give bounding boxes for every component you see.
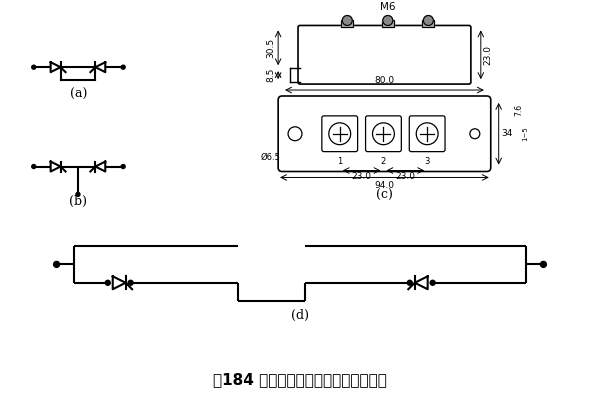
Bar (341, 20, 353, 28)
Circle shape (32, 65, 36, 69)
Circle shape (128, 280, 133, 285)
Circle shape (53, 262, 59, 267)
Circle shape (383, 16, 393, 26)
Text: 30.5: 30.5 (266, 38, 275, 58)
Text: 8.5: 8.5 (266, 68, 275, 82)
Circle shape (541, 262, 547, 267)
Text: (c): (c) (376, 189, 393, 202)
Bar (422, 20, 434, 28)
Text: 3: 3 (424, 157, 430, 166)
Bar (382, 20, 394, 28)
Text: 80.0: 80.0 (374, 76, 395, 85)
Circle shape (121, 164, 125, 168)
Text: 1~5: 1~5 (523, 126, 529, 141)
Text: (d): (d) (291, 309, 309, 322)
Circle shape (407, 280, 412, 285)
Bar (422, 20, 434, 28)
Text: 23.0: 23.0 (395, 172, 415, 182)
Text: 图184 双臂晶闸管模块交流调压主电路: 图184 双臂晶闸管模块交流调压主电路 (213, 373, 387, 388)
Text: (a): (a) (70, 88, 87, 100)
Circle shape (32, 164, 36, 168)
Text: M6: M6 (380, 2, 395, 12)
Circle shape (76, 192, 80, 196)
Text: 2: 2 (381, 157, 386, 166)
Text: 7.6: 7.6 (515, 104, 524, 116)
Circle shape (121, 65, 125, 69)
Text: (b): (b) (70, 195, 88, 208)
Circle shape (430, 280, 435, 285)
Text: 34: 34 (502, 129, 513, 138)
Text: Ø6.5: Ø6.5 (260, 153, 280, 162)
Circle shape (424, 16, 433, 26)
Circle shape (105, 280, 110, 285)
Bar (382, 20, 394, 28)
Text: 1: 1 (337, 157, 343, 166)
Text: 94.0: 94.0 (374, 182, 394, 190)
Circle shape (343, 16, 352, 26)
Text: 23.0: 23.0 (484, 45, 493, 65)
Text: 23.0: 23.0 (352, 172, 371, 182)
Bar (341, 20, 353, 28)
